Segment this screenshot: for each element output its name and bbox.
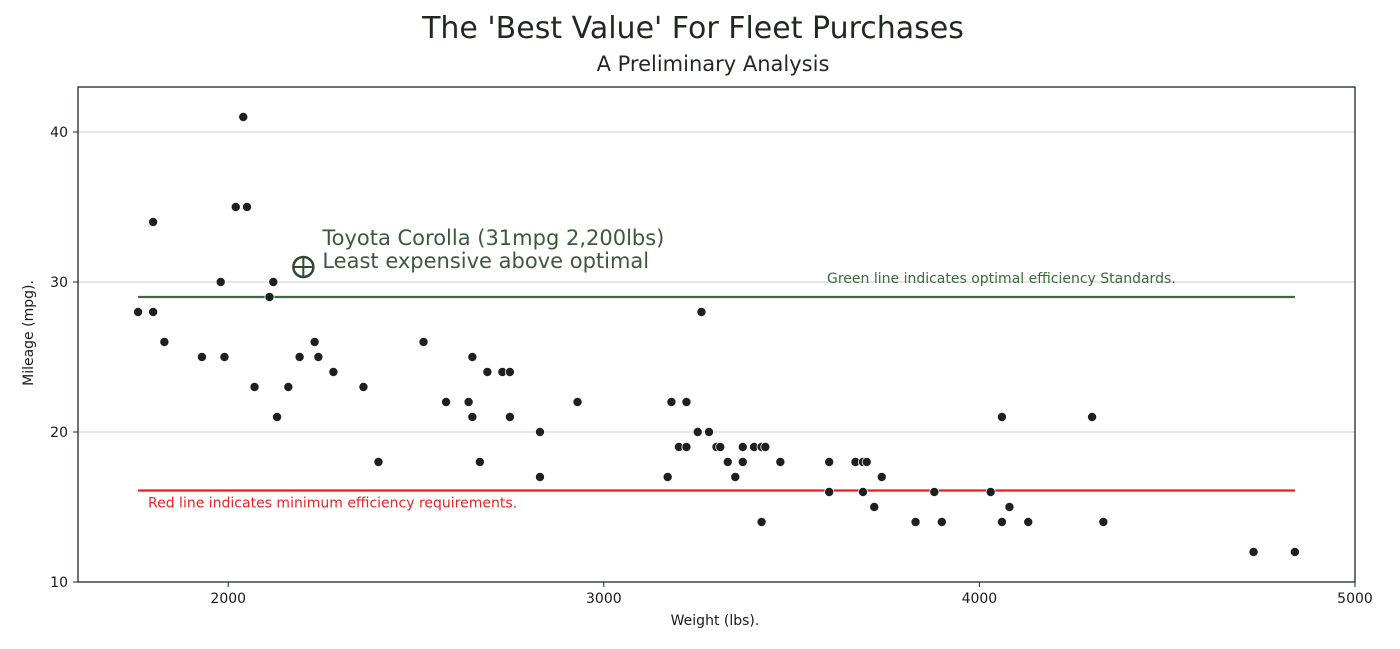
data-point	[1087, 411, 1098, 422]
data-point	[230, 201, 241, 212]
plot-frame	[77, 86, 1356, 583]
data-point	[534, 471, 545, 482]
data-point	[985, 486, 996, 497]
data-point	[133, 306, 144, 317]
data-point	[272, 411, 283, 422]
grid-lines	[78, 131, 1355, 433]
data-point	[242, 201, 253, 212]
data-point	[1023, 517, 1034, 528]
reference-lines: Green line indicates optimal efficiency …	[138, 271, 1295, 512]
minimum-line-annotation: Red line indicates minimum efficiency re…	[148, 496, 517, 512]
data-point	[996, 517, 1007, 528]
data-point	[861, 456, 872, 467]
data-point	[238, 112, 249, 123]
data-point	[264, 291, 275, 302]
data-point	[910, 517, 921, 528]
data-point	[328, 366, 339, 377]
data-point	[692, 426, 703, 437]
data-point	[219, 351, 230, 362]
data-point	[869, 501, 880, 512]
data-point	[824, 486, 835, 497]
data-point	[936, 517, 947, 528]
data-point	[722, 456, 733, 467]
data-point	[294, 351, 305, 362]
data-point	[1289, 547, 1300, 558]
data-point	[249, 381, 260, 392]
chart-title: The 'Best Value' For Fleet Purchases	[421, 11, 964, 46]
data-point	[467, 351, 478, 362]
y-tick-label: 20	[50, 425, 68, 441]
data-point	[996, 411, 1007, 422]
data-point	[313, 351, 324, 362]
data-point	[756, 517, 767, 528]
data-point	[824, 456, 835, 467]
data-point	[534, 426, 545, 437]
optimal-line-annotation: Green line indicates optimal efficiency …	[827, 271, 1176, 287]
highlight-annotation-line1: Toyota Corolla (31mpg 2,200lbs)	[321, 226, 664, 250]
data-point	[1098, 517, 1109, 528]
data-point	[703, 426, 714, 437]
data-point	[666, 396, 677, 407]
data-point	[358, 381, 369, 392]
data-point	[418, 336, 429, 347]
data-point	[681, 396, 692, 407]
data-point	[268, 276, 279, 287]
data-point	[283, 381, 294, 392]
data-point	[504, 366, 515, 377]
data-point	[730, 471, 741, 482]
data-point	[309, 336, 320, 347]
data-point	[715, 441, 726, 452]
data-point	[467, 411, 478, 422]
chart-subtitle: A Preliminary Analysis	[597, 52, 830, 76]
x-tick-label: 2000	[210, 591, 246, 607]
data-point	[474, 456, 485, 467]
data-point	[857, 486, 868, 497]
data-point	[196, 351, 207, 362]
data-point	[696, 306, 707, 317]
data-point	[662, 471, 673, 482]
y-tick-label: 40	[50, 125, 68, 141]
data-point	[148, 216, 159, 227]
data-point	[463, 396, 474, 407]
data-point	[876, 471, 887, 482]
data-point	[929, 486, 940, 497]
data-point	[441, 396, 452, 407]
data-point	[572, 396, 583, 407]
x-tick-label: 5000	[1337, 591, 1373, 607]
data-point	[148, 306, 159, 317]
data-point	[373, 456, 384, 467]
data-point	[215, 276, 226, 287]
data-point	[504, 411, 515, 422]
x-axis-label: Weight (lbs).	[671, 613, 760, 629]
highlight-annotation-line2: Least expensive above optimal	[322, 249, 649, 273]
y-axis-ticks: 10 20 30 40	[50, 125, 78, 591]
data-point	[482, 366, 493, 377]
y-axis-label: Mileage (mpg).	[21, 280, 37, 386]
data-point	[737, 456, 748, 467]
data-points	[133, 112, 1300, 558]
x-tick-label: 3000	[586, 591, 622, 607]
y-tick-label: 10	[50, 575, 68, 591]
data-point	[681, 441, 692, 452]
x-axis-ticks: 2000 3000 4000 5000	[210, 582, 1373, 607]
data-point	[1004, 501, 1015, 512]
data-point	[159, 336, 170, 347]
highlight-marker-group: Toyota Corolla (31mpg 2,200lbs)Least exp…	[292, 226, 664, 279]
data-point	[1248, 547, 1259, 558]
x-tick-label: 4000	[962, 591, 998, 607]
data-point	[737, 441, 748, 452]
data-point	[775, 456, 786, 467]
y-tick-label: 30	[50, 275, 68, 291]
data-point	[760, 441, 771, 452]
